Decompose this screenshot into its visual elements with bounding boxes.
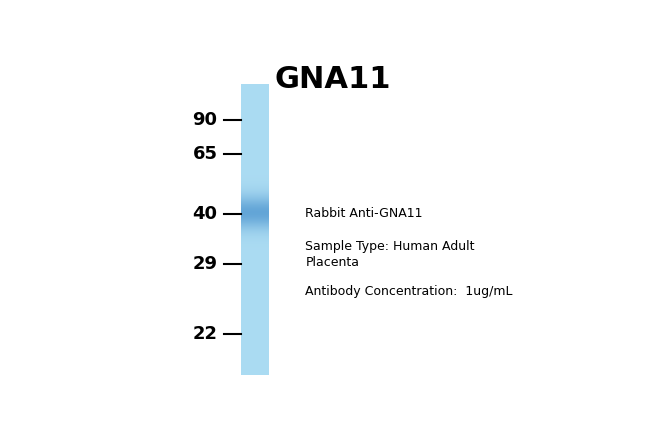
Text: 40: 40 — [192, 205, 218, 223]
Text: 65: 65 — [192, 145, 218, 163]
Text: Sample Type: Human Adult
Placenta: Sample Type: Human Adult Placenta — [306, 240, 475, 269]
Text: 22: 22 — [192, 325, 218, 343]
Text: Rabbit Anti-GNA11: Rabbit Anti-GNA11 — [306, 207, 423, 220]
Text: 29: 29 — [192, 255, 218, 273]
Text: 90: 90 — [192, 111, 218, 129]
Text: Antibody Concentration:  1ug/mL: Antibody Concentration: 1ug/mL — [306, 285, 513, 298]
Text: GNA11: GNA11 — [275, 65, 391, 94]
